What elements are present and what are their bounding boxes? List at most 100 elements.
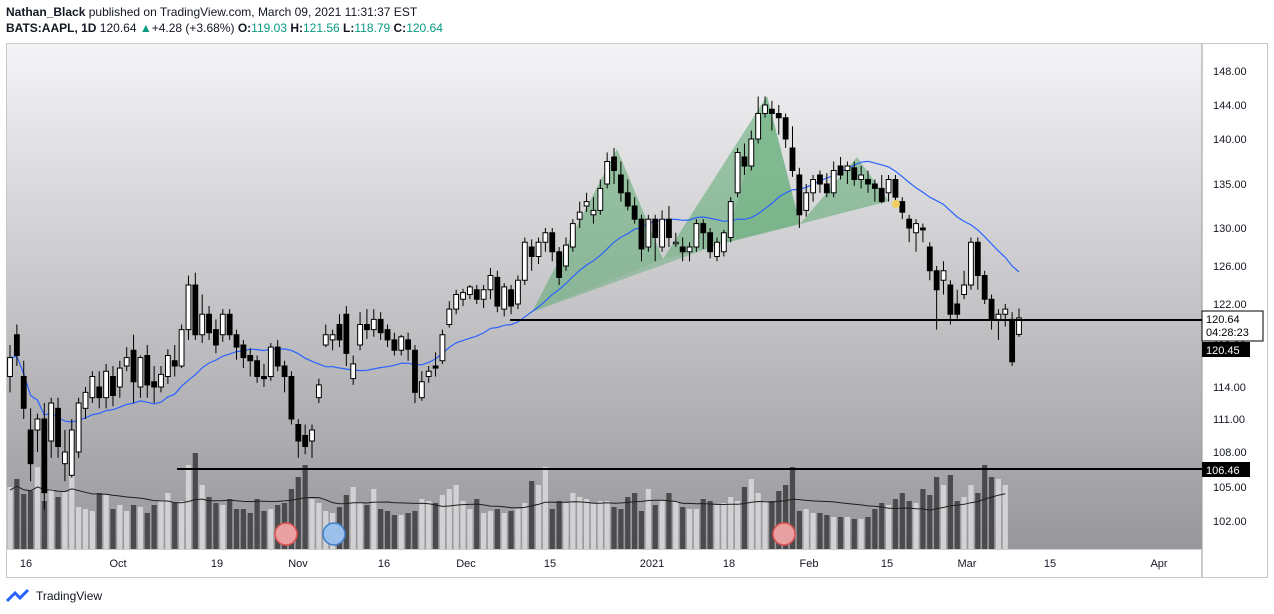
candle bbox=[748, 130, 755, 171]
candle bbox=[515, 275, 521, 310]
candle-body bbox=[947, 284, 954, 315]
candle bbox=[281, 360, 288, 393]
candle bbox=[556, 247, 563, 285]
legend-line: BATS:AAPL, 1D 120.64 ▲+4.28 (+3.68%) O:1… bbox=[6, 20, 1266, 36]
candle bbox=[542, 228, 549, 252]
volume-bar bbox=[220, 505, 226, 549]
candle-body bbox=[789, 147, 796, 171]
candle bbox=[741, 143, 748, 175]
dividend-icon[interactable] bbox=[322, 522, 346, 546]
volume-bar bbox=[817, 513, 823, 549]
candle bbox=[48, 397, 55, 458]
volume-bar bbox=[810, 513, 816, 549]
candle-body bbox=[295, 424, 302, 442]
candle bbox=[473, 285, 480, 304]
candle-body bbox=[171, 360, 178, 367]
candle-body bbox=[62, 451, 68, 465]
candle-body bbox=[96, 386, 103, 399]
candle-body bbox=[329, 334, 336, 341]
volume-bar bbox=[947, 475, 953, 549]
volume-bar bbox=[783, 485, 789, 549]
candle-body bbox=[700, 223, 707, 234]
volume-bar bbox=[638, 511, 645, 549]
candle bbox=[315, 378, 322, 403]
candle-body bbox=[995, 313, 1002, 320]
candle bbox=[830, 161, 837, 198]
candle bbox=[144, 345, 151, 398]
candle-body bbox=[370, 318, 377, 331]
volume-bar bbox=[76, 507, 82, 549]
volume-bar bbox=[261, 511, 267, 549]
volume-bar bbox=[350, 487, 356, 549]
volume-bar bbox=[975, 493, 981, 549]
candle-body bbox=[583, 201, 590, 207]
candle-body bbox=[734, 152, 741, 194]
footer-logo-text[interactable]: TradingView bbox=[36, 589, 103, 603]
highlight-dot-icon[interactable] bbox=[892, 200, 900, 208]
candle bbox=[89, 371, 96, 403]
earnings-icon[interactable] bbox=[274, 522, 298, 546]
candle-body bbox=[116, 367, 123, 388]
candle-body bbox=[164, 355, 171, 377]
last-price: 120.64 bbox=[99, 21, 137, 35]
candle bbox=[947, 280, 954, 325]
volume-bar bbox=[288, 489, 295, 549]
price-scale-tick: 105.00 bbox=[1213, 482, 1247, 494]
candle-body bbox=[55, 407, 61, 448]
candle bbox=[370, 309, 377, 337]
volume-bar bbox=[625, 497, 631, 549]
volume-bar bbox=[254, 499, 260, 549]
candle bbox=[611, 148, 617, 184]
volume-bar bbox=[21, 494, 27, 549]
volume-bar bbox=[62, 492, 68, 549]
volume-bar bbox=[686, 509, 693, 549]
symbol-label[interactable]: BATS:AAPL, 1D bbox=[6, 21, 97, 35]
volume-bar bbox=[659, 501, 665, 549]
time-axis[interactable]: 16 Oct 19 Nov 16 Dec 15 2021 18 Feb 15 Mar 15 Apr bbox=[20, 558, 1168, 570]
candle-body bbox=[357, 324, 363, 346]
high-label: H: bbox=[290, 21, 303, 35]
candle-body bbox=[645, 218, 652, 248]
volume-bar bbox=[501, 513, 507, 549]
candle-body bbox=[1016, 317, 1022, 335]
tradingview-logo-icon[interactable] bbox=[6, 589, 32, 603]
volume-bar bbox=[968, 485, 974, 549]
candle bbox=[569, 219, 576, 252]
candle bbox=[666, 206, 672, 247]
author-name[interactable]: Nathan_Black bbox=[6, 5, 86, 19]
candle bbox=[968, 237, 974, 290]
candle-body bbox=[968, 241, 974, 286]
price-scale-tick: 135.00 bbox=[1213, 179, 1247, 191]
candle bbox=[206, 306, 212, 340]
candle bbox=[261, 363, 267, 387]
candle-body bbox=[501, 286, 508, 310]
candle-body bbox=[974, 241, 981, 276]
volume-bar bbox=[604, 501, 610, 549]
candle bbox=[116, 360, 123, 398]
candle-body bbox=[659, 218, 665, 248]
level-2-label: 106.46 bbox=[1206, 465, 1240, 477]
candle-body bbox=[796, 174, 803, 216]
candle bbox=[226, 309, 233, 340]
event-markers[interactable] bbox=[274, 522, 796, 546]
candle bbox=[164, 349, 171, 384]
candle-body bbox=[844, 165, 851, 171]
chart-canvas[interactable]: 148.00 144.00 140.00 135.00 130.00 126.00 122.… bbox=[7, 44, 1267, 577]
candle bbox=[672, 232, 679, 247]
volume-bar bbox=[316, 503, 322, 549]
candle-body bbox=[219, 313, 226, 336]
candle-body bbox=[638, 218, 645, 250]
volume-bar bbox=[796, 511, 802, 549]
candle-body bbox=[913, 223, 919, 234]
candle-body bbox=[158, 373, 164, 388]
candle bbox=[638, 214, 645, 262]
candle-body bbox=[7, 357, 13, 378]
earnings-icon[interactable] bbox=[772, 522, 796, 546]
chart-area[interactable]: 148.00 144.00 140.00 135.00 130.00 126.00 122.… bbox=[6, 43, 1268, 578]
candle-body bbox=[556, 251, 563, 278]
candle bbox=[247, 348, 254, 377]
candle-body bbox=[254, 360, 261, 377]
candle-body bbox=[981, 275, 988, 300]
candle-body bbox=[617, 174, 624, 194]
candle bbox=[96, 371, 103, 409]
